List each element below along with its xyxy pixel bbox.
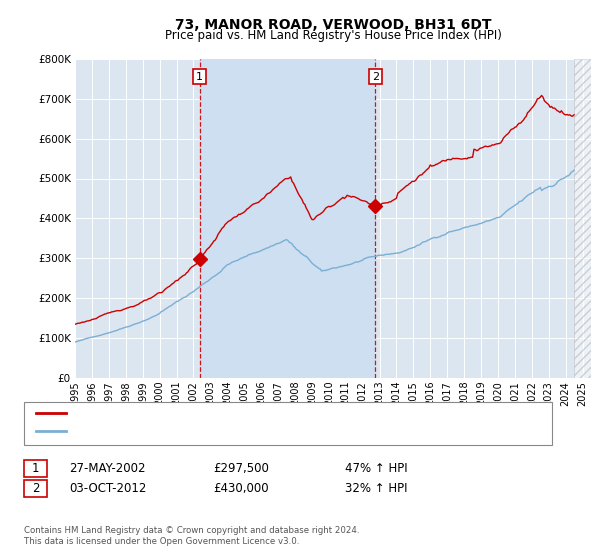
Text: 1: 1 [196,72,203,82]
Bar [574,59,591,378]
Text: 47% ↑ HPI: 47% ↑ HPI [345,462,407,475]
Bar [200,59,375,378]
Text: Price paid vs. HM Land Registry's House Price Index (HPI): Price paid vs. HM Land Registry's House … [164,29,502,42]
Text: 73, MANOR ROAD, VERWOOD, BH31 6DT: 73, MANOR ROAD, VERWOOD, BH31 6DT [175,18,491,32]
Text: 2: 2 [372,72,379,82]
Text: HPI: Average price, detached house, Dorset: HPI: Average price, detached house, Dors… [75,426,314,436]
Text: Contains HM Land Registry data © Crown copyright and database right 2024.: Contains HM Land Registry data © Crown c… [24,526,359,535]
Text: £297,500: £297,500 [213,462,269,475]
Text: 73, MANOR ROAD, VERWOOD, BH31 6DT (detached house): 73, MANOR ROAD, VERWOOD, BH31 6DT (detac… [75,408,399,418]
Text: £430,000: £430,000 [213,482,269,495]
Text: 1: 1 [32,462,39,475]
Text: 32% ↑ HPI: 32% ↑ HPI [345,482,407,495]
Text: 27-MAY-2002: 27-MAY-2002 [69,462,146,475]
Text: 03-OCT-2012: 03-OCT-2012 [69,482,146,495]
Text: 2: 2 [32,482,39,495]
Text: This data is licensed under the Open Government Licence v3.0.: This data is licensed under the Open Gov… [24,537,299,546]
